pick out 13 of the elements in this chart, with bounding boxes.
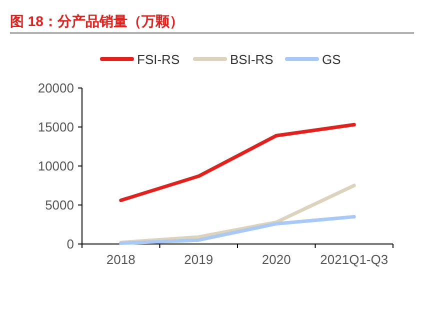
y-tick-label: 5000 (45, 198, 74, 212)
x-tick-label: 2021Q1-Q3 (320, 252, 388, 267)
chart-title: 图 18：分产品销量（万颗） (10, 13, 184, 29)
x-tick-label: 2018 (106, 252, 136, 267)
y-tick-label: 15000 (38, 120, 74, 134)
y-tick-label: 10000 (38, 158, 74, 174)
legend-label: FSI-RS (137, 52, 180, 67)
x-tick-label: 2020 (262, 252, 291, 267)
y-tick-label: 20000 (38, 80, 74, 96)
y-tick-label: 0 (66, 236, 74, 252)
x-tick-label: 2019 (184, 252, 214, 267)
legend-label: GS (322, 52, 342, 67)
legend-label: BSI-RS (230, 52, 274, 67)
